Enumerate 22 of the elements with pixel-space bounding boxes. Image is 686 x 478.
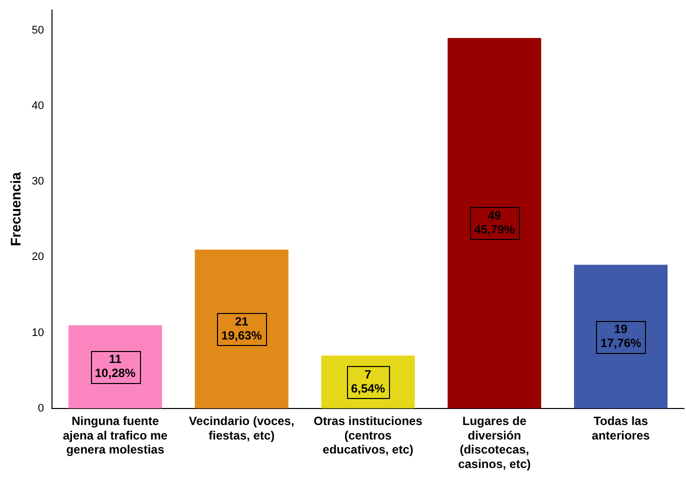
- data-label: 21 19,63%: [221, 314, 262, 342]
- x-tick-label: Vecindario (voces, fiestas, etc): [188, 414, 294, 442]
- y-axis-title: Frecuencia: [7, 172, 24, 246]
- y-tick-label: 20: [32, 251, 44, 264]
- data-label: 49 45,79%: [474, 208, 516, 236]
- y-tick-label: 40: [32, 100, 44, 112]
- bar: [448, 38, 542, 408]
- y-tick-label: 0: [38, 402, 44, 414]
- x-tick-label: Lugares de diversión (discotecas, casinos, etc): [458, 414, 531, 472]
- bar: [574, 264, 668, 408]
- bar: [194, 250, 288, 408]
- data-label: 19 17,76%: [600, 322, 642, 350]
- x-tick-label: Ninguna fuente ajena al trafico me genera molestias: [62, 414, 168, 457]
- data-label: 7 6,54%: [351, 367, 386, 396]
- y-tick-label: 10: [32, 326, 44, 339]
- bar: [321, 355, 415, 408]
- data-label: 11 10,28%: [94, 352, 136, 380]
- bar: [68, 325, 162, 408]
- x-tick-label: Otras instituciones (centros educativos, etc): [314, 414, 423, 457]
- y-tick-label: 30: [32, 176, 44, 188]
- x-tick-label: Todas las anteriores: [592, 414, 650, 442]
- y-tick-label: 50: [32, 24, 44, 36]
